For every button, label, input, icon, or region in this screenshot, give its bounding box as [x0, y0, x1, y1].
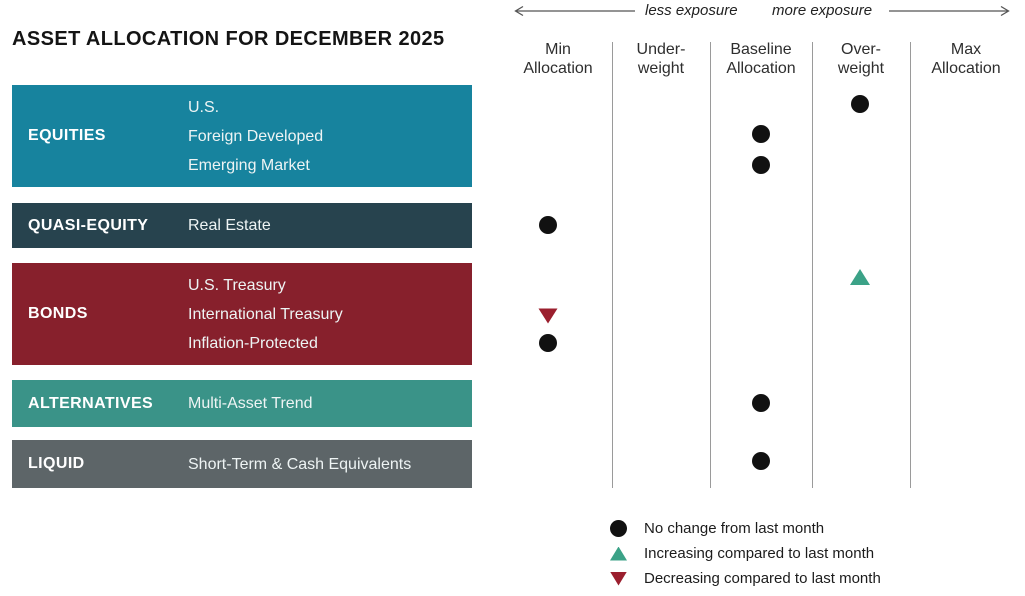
column-divider	[612, 42, 613, 488]
category-label: EQUITIES	[28, 127, 106, 144]
less-exposure-arrow-icon	[514, 5, 635, 17]
asset-label: Real Estate	[188, 217, 271, 234]
marker-u-s-	[851, 95, 869, 113]
asset-label: Inflation-Protected	[188, 334, 318, 352]
less-exposure-label: less exposure	[645, 2, 738, 19]
marker-international-treasury	[538, 308, 558, 324]
asset-label: Multi-Asset Trend	[188, 395, 313, 412]
marker-foreign-developed	[752, 125, 770, 143]
asset-label: Short-Term & Cash Equivalents	[188, 455, 412, 473]
decreasing-triangle-icon	[610, 571, 627, 586]
column-header-max: Max Allocation	[931, 41, 1001, 77]
increasing-triangle-icon	[610, 546, 627, 561]
column-divider	[812, 42, 813, 488]
category-items: U.S. Foreign Developed Emerging Market	[188, 93, 323, 180]
more-exposure-label: more exposure	[772, 2, 873, 19]
category-items: Real Estate	[188, 211, 271, 240]
legend-label: Increasing compared to last month	[644, 545, 875, 562]
legend-item-decreasing: Decreasing compared to last month	[610, 566, 881, 591]
category-block-bonds: BONDS U.S. Treasury International Treasu…	[12, 263, 472, 365]
marker-short-term-cash-equivalents	[752, 452, 770, 470]
column-header-baseline: Baseline Allocation	[726, 41, 796, 77]
category-label: ALTERNATIVES	[28, 394, 154, 412]
category-items: U.S. Treasury International Treasury Inf…	[188, 271, 343, 358]
category-items: Multi-Asset Trend	[188, 389, 312, 418]
marker-u-s-treasury	[850, 269, 870, 285]
no-change-dot-icon	[610, 520, 627, 537]
category-block-alternatives: ALTERNATIVES Multi-Asset Trend	[12, 380, 472, 427]
page-title: ASSET ALLOCATION FOR DECEMBER 2025	[12, 28, 445, 50]
category-block-quasi-equity: QUASI-EQUITY Real Estate	[12, 203, 472, 248]
asset-label: U.S.	[188, 98, 220, 116]
legend-label: Decreasing compared to last month	[644, 570, 881, 587]
column-header-min: Min Allocation	[523, 41, 593, 77]
category-items: Short-Term & Cash Equivalents	[188, 450, 411, 479]
asset-label: International Treasury	[188, 305, 343, 323]
more-exposure-arrow-icon	[889, 5, 1010, 17]
marker-real-estate	[539, 216, 557, 234]
asset-label: Foreign Developed	[188, 127, 324, 145]
category-label: LIQUID	[28, 455, 85, 472]
marker-multi-asset-trend	[752, 394, 770, 412]
category-label: BONDS	[28, 305, 88, 322]
column-header-underweight: Under- weight	[636, 41, 686, 77]
asset-label: U.S. Treasury	[188, 276, 286, 294]
asset-label: Emerging Market	[188, 156, 310, 174]
column-divider	[910, 42, 911, 488]
category-block-liquid: LIQUID Short-Term & Cash Equivalents	[12, 440, 472, 488]
column-header-overweight: Over- weight	[837, 41, 885, 77]
legend-label: No change from last month	[644, 520, 825, 537]
legend-item-increasing: Increasing compared to last month	[610, 541, 881, 566]
marker-emerging-market	[752, 156, 770, 174]
legend-item-no-change: No change from last month	[610, 516, 881, 541]
category-label: QUASI-EQUITY	[28, 216, 149, 234]
marker-inflation-protected	[539, 334, 557, 352]
legend: No change from last month Increasing com…	[610, 516, 881, 591]
column-divider	[710, 42, 711, 488]
category-block-equities: EQUITIES U.S. Foreign Developed Emerging…	[12, 85, 472, 187]
